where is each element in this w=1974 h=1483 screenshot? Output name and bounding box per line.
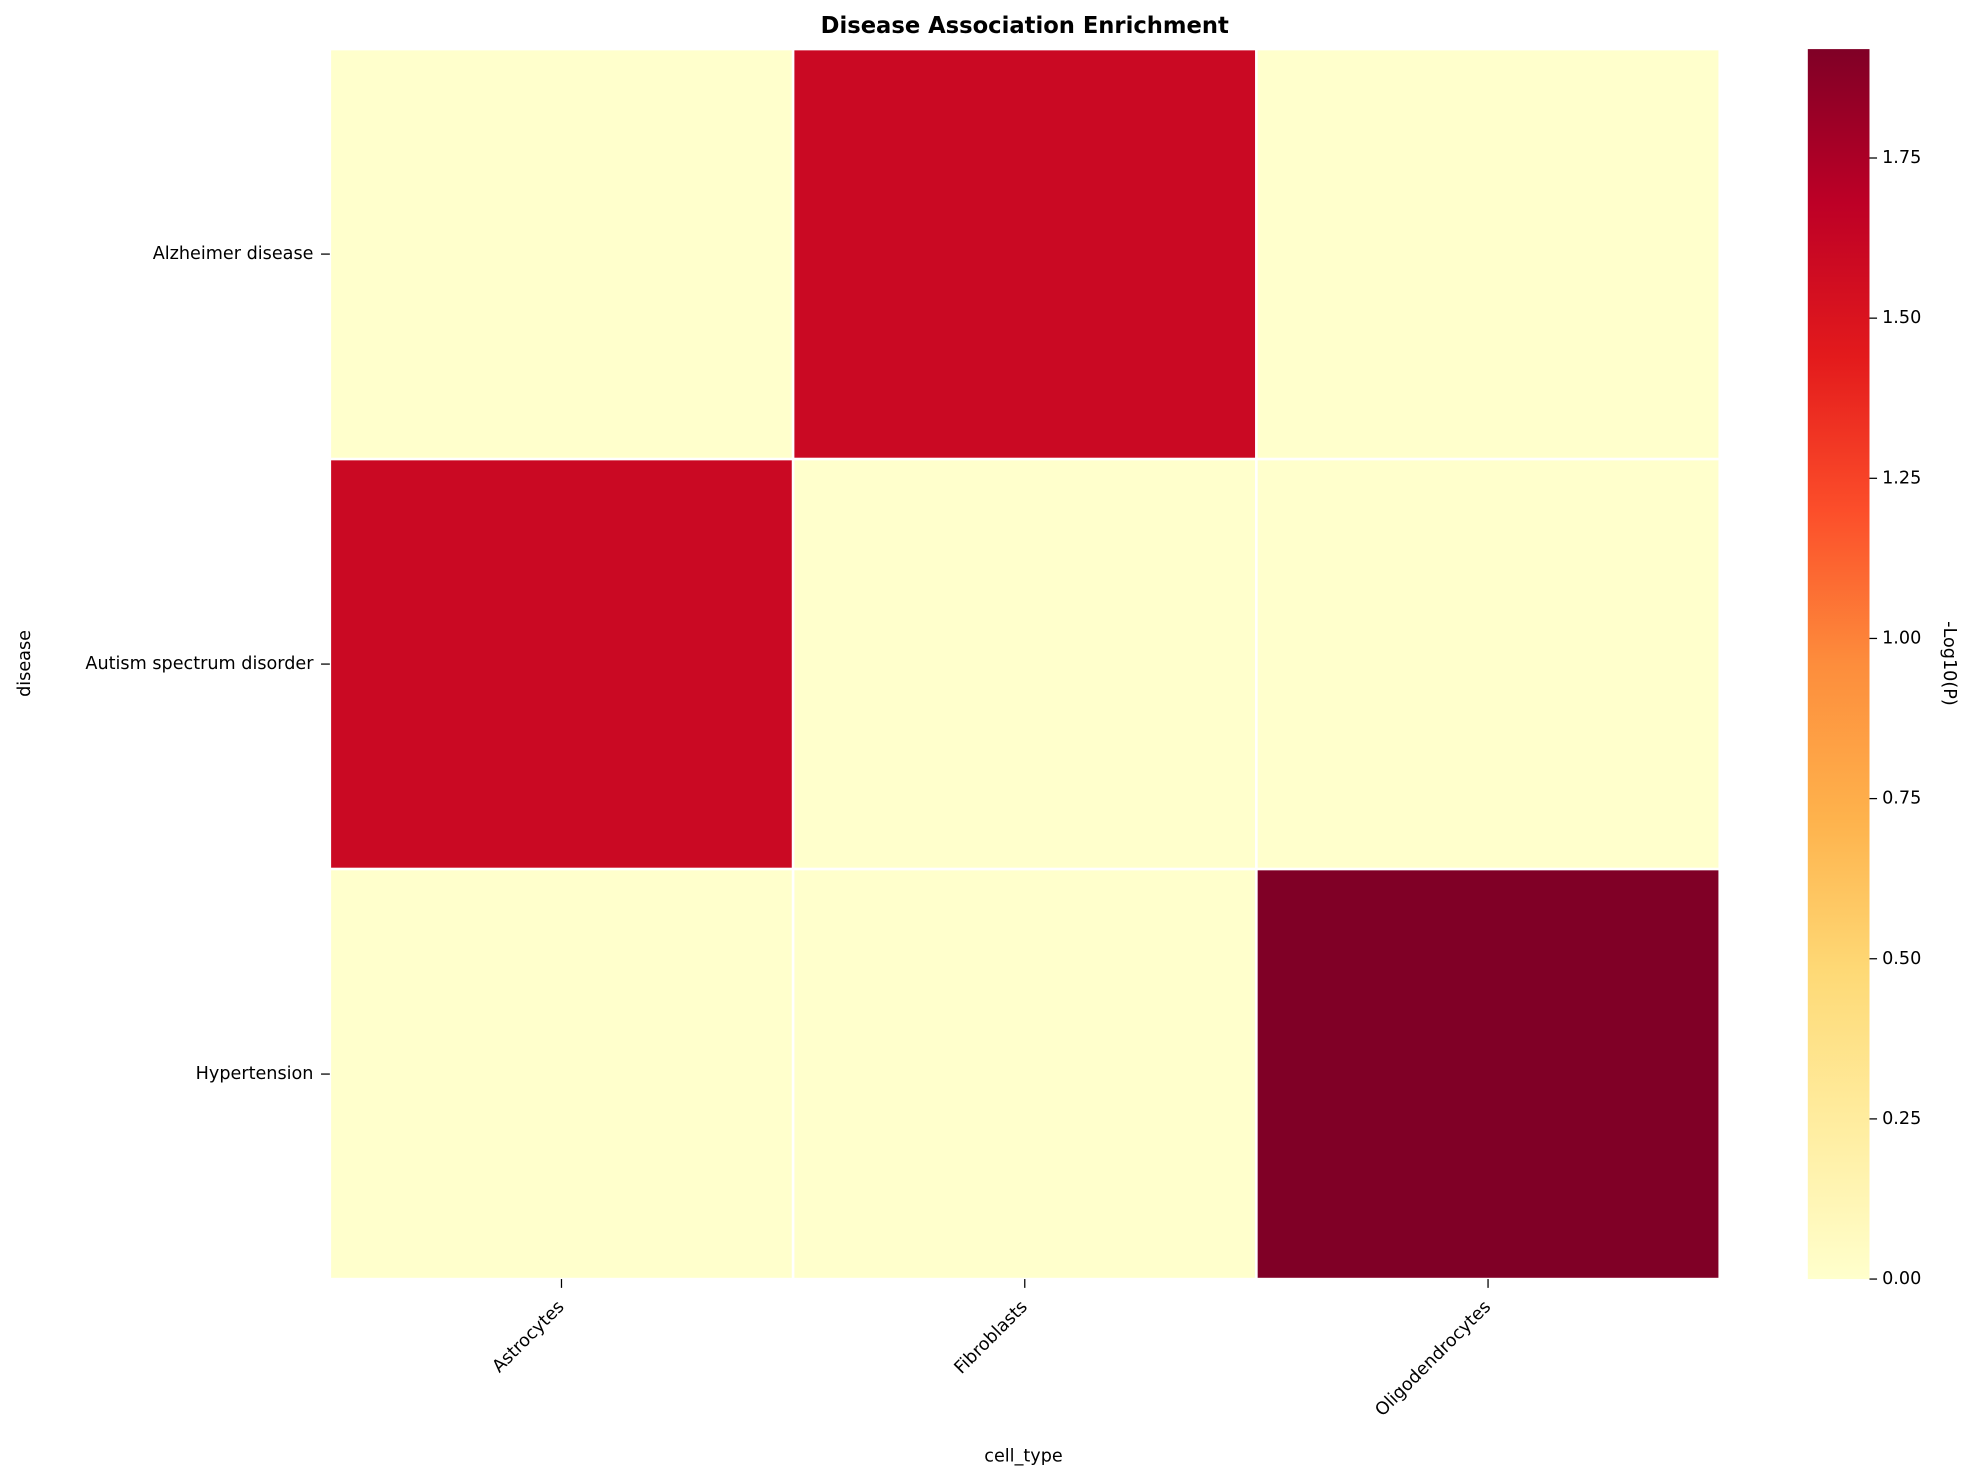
colorbar-tick-label: 1.00 xyxy=(1882,628,1921,648)
colorbar-tick-label: 1.75 xyxy=(1882,148,1921,168)
chart-title: Disease Association Enrichment xyxy=(821,13,1229,39)
colorbar-tick-label: 0.00 xyxy=(1882,1269,1921,1289)
heatmap-cell xyxy=(791,47,1258,461)
colorbar-label: -Log10(P) xyxy=(1939,621,1959,706)
heatmap-cell xyxy=(1255,47,1721,461)
y-tick-label: Hypertension xyxy=(196,1064,314,1084)
heatmap-cell xyxy=(791,457,1258,871)
colorbar-tick-label: 0.50 xyxy=(1882,949,1921,969)
y-axis-label: disease xyxy=(15,630,35,697)
heatmap-cell xyxy=(328,867,795,1281)
heatmap-cell xyxy=(328,457,795,871)
y-tick-label: Autism spectrum disorder xyxy=(85,654,314,674)
colorbar-tick-label: 0.75 xyxy=(1882,789,1921,809)
heatmap-cell xyxy=(791,867,1258,1281)
colorbar-tick-label: 1.25 xyxy=(1882,468,1921,488)
colorbar-tick-label: 1.50 xyxy=(1882,308,1921,328)
y-tick-label: Alzheimer disease xyxy=(153,244,314,264)
x-tick-label: Fibroblasts xyxy=(951,1297,1032,1378)
heatmap-cell xyxy=(1255,867,1721,1281)
colorbar-tick-label: 0.25 xyxy=(1882,1109,1921,1129)
x-tick-label: Astrocytes xyxy=(489,1297,569,1377)
x-tick-label: Oligodendrocytes xyxy=(1372,1297,1495,1420)
heatmap-cell xyxy=(328,47,795,461)
colorbar xyxy=(1807,49,1870,1280)
heatmap-cell xyxy=(1255,457,1721,871)
x-axis-label: cell_type xyxy=(984,1447,1062,1467)
